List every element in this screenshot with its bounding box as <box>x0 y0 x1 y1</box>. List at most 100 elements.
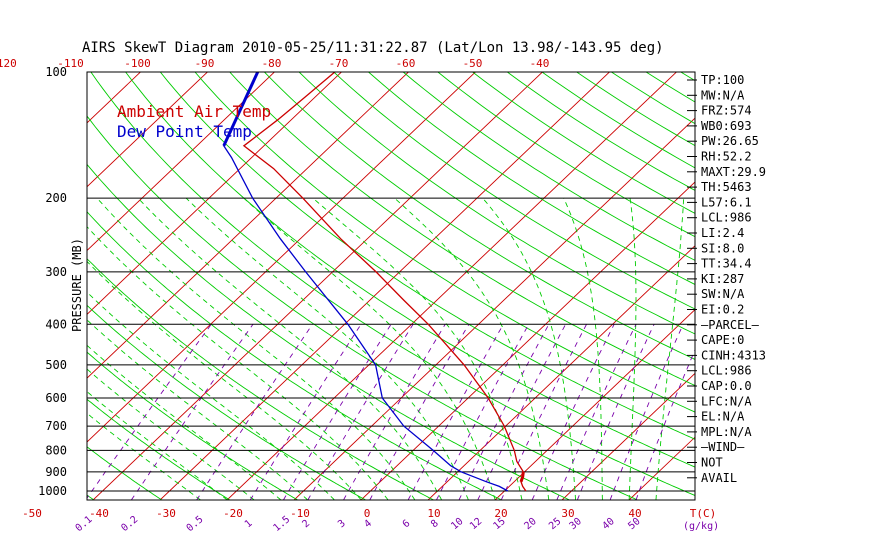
dry-adiabat-line <box>87 304 366 500</box>
index-entry: RH:52.2 <box>701 150 752 164</box>
top-temp-tick: -120 <box>0 57 17 70</box>
index-entry: TH:5463 <box>701 180 752 194</box>
moist-adiabat-line <box>243 197 496 500</box>
pressure-tick-label: 400 <box>45 317 67 331</box>
top-temp-tick: -110 <box>57 57 84 70</box>
mixing-ratio-line <box>477 324 566 500</box>
isotherm-line <box>226 72 678 500</box>
top-temp-tick: -80 <box>262 57 282 70</box>
mixing-ratio-label: 8 <box>429 518 441 530</box>
isotherm-line <box>360 181 695 500</box>
isotherm-line <box>427 245 695 500</box>
dry-adiabat-line <box>437 72 695 238</box>
moist-adiabat-line <box>87 344 282 500</box>
index-entry: CINH:4313 <box>701 348 766 362</box>
moist-adiabats <box>87 197 685 500</box>
dewpoint-profile <box>223 72 509 492</box>
legend-dew-point-temp: Dew Point Temp <box>117 122 252 141</box>
isotherm-line <box>159 72 611 500</box>
dry-adiabat-line <box>541 72 695 169</box>
mixing-ratio-line <box>307 324 414 500</box>
dry-adiabat-line <box>87 446 162 500</box>
mixing-ratio-label: 20 <box>523 516 539 532</box>
mixing-ratio-line <box>249 324 362 500</box>
ambient-temp-profile-bottom <box>519 471 525 483</box>
dry-adiabat-line <box>194 72 695 413</box>
moist-adiabat-line <box>87 226 389 500</box>
pressure-tick-label: 200 <box>45 191 67 205</box>
temperature-unit-label: T(C) <box>690 507 717 520</box>
index-entry: SW:N/A <box>701 287 745 301</box>
moist-adiabat-line <box>87 260 362 500</box>
mixing-ratio-label: 0.2 <box>119 514 140 534</box>
mixing-ratio-line <box>531 324 615 500</box>
mixing-ratio-lines <box>87 324 695 500</box>
mixing-ratio-line <box>500 324 587 500</box>
top-temp-tick: -40 <box>530 57 550 70</box>
dry-adiabat-line <box>87 115 638 500</box>
index-entry: FRZ:574 <box>701 104 752 118</box>
plot-frame <box>86 71 696 501</box>
bottom-temp-tick: -20 <box>223 507 243 520</box>
dry-adiabat-line <box>367 72 695 285</box>
moist-adiabat-line <box>96 197 416 500</box>
index-entry: KI:287 <box>701 272 744 286</box>
pressure-tick-label: 800 <box>45 443 67 457</box>
isotherm-line <box>92 72 544 500</box>
mixing-ratio-label: 12 <box>468 516 484 532</box>
mixing-ratio-line <box>609 324 684 500</box>
bottom-temp-tick: -30 <box>156 507 176 520</box>
bottom-temp-tick: 20 <box>494 507 507 520</box>
dry-adiabat-line <box>837 63 870 500</box>
dry-adiabats <box>87 63 870 500</box>
index-entry: MAXT:29.9 <box>701 165 766 179</box>
isotherm-line <box>87 72 276 252</box>
index-entry: WB0:693 <box>701 119 752 133</box>
index-entry: TT:34.4 <box>701 257 752 271</box>
pressure-tick-label: 300 <box>45 265 67 279</box>
mixing-ratio-line <box>283 324 392 500</box>
dry-adiabat-line <box>263 72 695 360</box>
isotherm-line <box>763 63 870 500</box>
moist-adiabat-line <box>563 197 603 500</box>
mixing-ratio-line <box>635 348 695 500</box>
index-entry: LCL:986 <box>701 211 752 225</box>
isotherm-line <box>494 308 695 500</box>
moist-adiabat-line <box>87 319 308 500</box>
isotherm-line <box>0 63 16 500</box>
pressure-tick-label: 900 <box>45 465 67 479</box>
moist-adiabat-line <box>87 391 228 500</box>
dry-adiabat-line <box>125 72 695 468</box>
mixing-ratio-line <box>556 324 637 500</box>
mixing-ratio-line <box>196 324 313 500</box>
dry-adiabat-line <box>159 72 695 440</box>
index-entry: MW:N/A <box>701 88 745 102</box>
moist-adiabat-line <box>482 197 577 500</box>
index-entry: LCL:986 <box>701 364 752 378</box>
index-entry: MPL:N/A <box>701 425 752 439</box>
bottom-temp-tick: 10 <box>427 507 440 520</box>
bottom-temp-tick: 30 <box>561 507 574 520</box>
moist-adiabat-line <box>655 198 685 500</box>
plot-area <box>0 63 870 500</box>
index-entry: EL:N/A <box>701 410 745 424</box>
top-temp-tick: -60 <box>396 57 416 70</box>
isotherm-line <box>87 72 477 443</box>
index-entry: –PARCEL– <box>701 318 760 332</box>
dry-adiabat-line <box>87 163 570 500</box>
mixing-ratio-label: 6 <box>401 518 413 530</box>
index-entry: AVAIL <box>701 471 737 485</box>
bottom-temperature-axis: -50 -40 -30 -20 -10 0 10 20 30 40 <box>22 507 642 520</box>
index-entry: SI:8.0 <box>701 241 744 255</box>
isotherm-line <box>87 72 410 379</box>
moist-adiabat-line <box>137 197 442 500</box>
index-entry: CAPE:0 <box>701 333 744 347</box>
dry-adiabat-line <box>298 72 695 335</box>
moist-adiabat-line <box>628 198 637 500</box>
top-temperature-axis: -120 -110 -100 -90 -80 -70 -60 -50 -40 <box>0 57 549 70</box>
mixing-ratio-label: 0.5 <box>185 514 206 534</box>
mixing-ratio-label: 10 <box>449 516 465 532</box>
bottom-temp-tick: -10 <box>290 507 310 520</box>
